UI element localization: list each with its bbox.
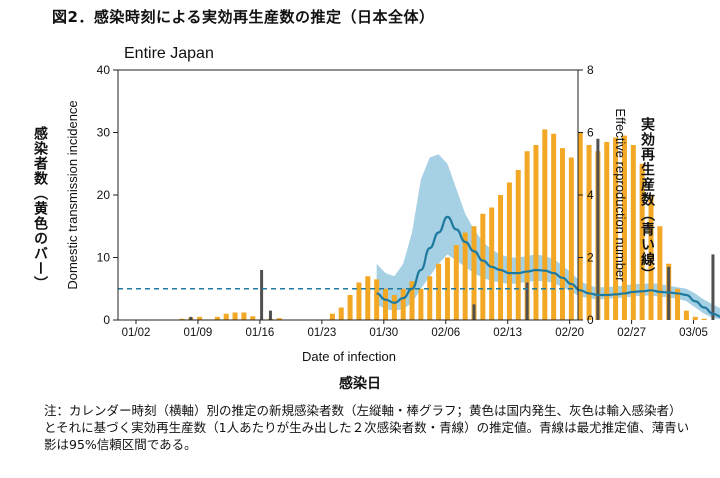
y-axis-title: Domestic transmission incidence [65,100,80,289]
x-tick-label: 01/30 [369,327,398,339]
y-right-tick-label: 6 [587,126,594,140]
y-axis-right-title: Effective reproduction number [613,108,628,282]
bar-domestic [630,145,636,320]
bar-domestic [489,207,495,320]
bars-group [179,129,715,320]
bar-domestic [515,170,521,320]
bar-imported [525,282,529,320]
bar-domestic [347,295,353,320]
bar-domestic [374,279,380,320]
bar-domestic [241,312,247,320]
axes-group: 0 10 20 30 40 0 2 4 6 8 01/02 01/09 01/16 01/23 01/30 0… [97,63,708,339]
bar-domestic [639,163,645,320]
r-line-group [118,215,720,318]
bar-domestic [506,182,512,320]
bar-domestic [223,313,229,320]
bar-domestic [356,282,362,320]
bar-domestic [409,281,415,320]
y-right-tick-label: 4 [587,188,594,202]
x-tick-label: 02/27 [617,327,646,339]
bar-domestic [551,133,557,320]
y-right-tick-label: 2 [587,251,594,265]
bar-domestic [418,288,424,320]
x-tick-label: 01/09 [184,327,213,339]
bar-domestic [701,318,707,320]
x-tick-label: 02/06 [431,327,460,339]
bar-domestic [250,316,256,320]
bar-imported [268,310,272,320]
bar-domestic [197,316,203,320]
bar-domestic [524,151,530,320]
y-axis-right-title-ja: 実効再生産数（青い線） [639,117,655,282]
bar-domestic [471,226,477,320]
y-tick-label: 20 [97,188,111,202]
y-tick-label: 10 [97,251,111,265]
bar-domestic [179,318,185,320]
y-tick-label: 30 [97,126,111,140]
y-tick-label: 40 [97,63,111,77]
bar-domestic [436,263,442,320]
bar-imported [189,316,193,320]
x-axis-title: Date of infection [302,349,396,364]
bar-domestic [400,288,406,320]
bar-domestic [498,195,504,320]
chart-title: Entire Japan [124,45,214,62]
bar-domestic [462,232,468,320]
x-tick-label: 02/20 [555,327,584,339]
bar-domestic [604,141,610,320]
bar-domestic [621,135,627,320]
bar-domestic [568,157,574,320]
bar-domestic [427,276,433,320]
bar-domestic [338,307,344,320]
x-tick-label: 01/23 [307,327,336,339]
bar-domestic [214,316,220,320]
bar-domestic [657,226,663,320]
bar-domestic [542,129,548,320]
bar-domestic [586,145,592,320]
y-tick-label: 0 [103,313,110,327]
y-axis-left-title-ja: 感染者数（黄色のバー） [32,126,48,291]
figure-title: 図2．感染時刻による実効再生産数の推定（日本全体） [52,8,435,26]
bar-domestic [675,288,681,320]
bar-imported [711,254,715,320]
bar-domestic [365,276,371,320]
bar-domestic [232,312,238,320]
x-tick-label: 01/16 [246,327,275,339]
bar-imported [472,304,476,320]
r-line [376,215,720,318]
bar-domestic [533,145,539,320]
bar-domestic [648,195,654,320]
x-tick-label: 01/02 [122,327,151,339]
y-right-tick-label: 0 [587,313,594,327]
x-axis-title-ja: 感染日 [339,376,381,392]
bar-domestic [560,148,565,320]
bar-domestic [480,213,486,320]
bar-domestic [683,310,689,320]
bar-domestic [692,316,698,320]
bar-domestic [577,132,583,320]
bar-domestic [444,257,450,320]
chart-svg: Entire Japan 0 10 20 30 40 0 2 4 6 8 01/02 01/09 01/… [65,45,720,364]
bar-domestic [383,288,388,320]
figure-note: 注：カレンダー時刻（横軸）別の推定の新規感染者数（左縦軸・棒グラフ；黄色は国内発… [44,403,690,452]
x-tick-label: 02/13 [493,327,522,339]
bar-imported [596,138,600,320]
y-right-tick-label: 8 [587,63,594,77]
bar-domestic [329,313,335,320]
bar-domestic [453,245,459,320]
bar-domestic [613,137,619,320]
x-tick-label: 03/05 [679,327,708,339]
bar-domestic [391,295,397,320]
bar-domestic [276,318,282,320]
bar-imported [260,270,264,320]
